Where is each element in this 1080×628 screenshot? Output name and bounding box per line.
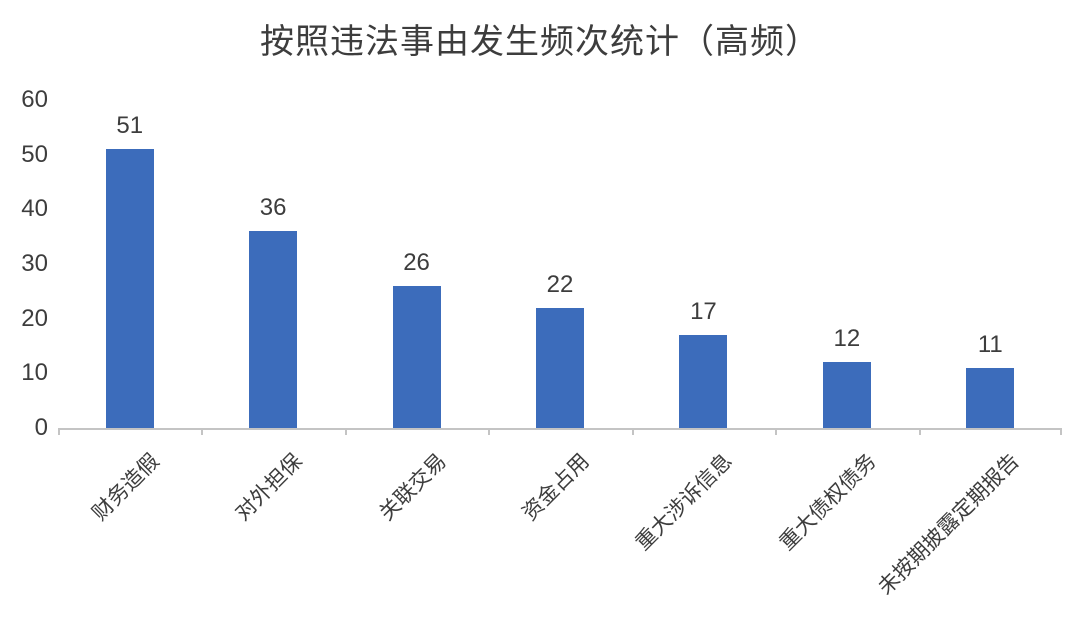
bar-value-label: 11 — [977, 330, 1003, 358]
bar-value-label: 17 — [690, 298, 717, 326]
bar-value-label: 51 — [116, 112, 144, 140]
x-axis-tick — [631, 428, 634, 435]
y-tick-label: 10 — [21, 359, 48, 387]
bar — [105, 149, 154, 428]
bar-value-label: 26 — [403, 248, 430, 276]
bar — [249, 231, 298, 428]
x-axis-tick — [58, 428, 60, 435]
x-category-label: 对外担保 — [231, 449, 307, 526]
y-tick-label: 20 — [21, 304, 48, 332]
x-category-label: 重大涉诉信息 — [631, 449, 738, 555]
x-category-label: 未按期披露定期报告 — [874, 449, 1025, 600]
bar — [966, 367, 1015, 428]
bar — [822, 362, 871, 428]
x-axis-tick — [488, 428, 491, 435]
x-category-label: 财务造假 — [87, 449, 164, 526]
x-category-label: 重大债权债务 — [775, 449, 881, 555]
y-tick-label: 40 — [21, 195, 48, 223]
x-axis-tick — [344, 428, 347, 435]
x-axis-tick — [918, 428, 921, 435]
bar-value-label: 22 — [546, 270, 574, 298]
x-axis-line — [58, 428, 1062, 430]
x-axis-tick — [775, 428, 778, 435]
y-tick-label: 60 — [21, 86, 48, 113]
bar-value-label: 36 — [259, 194, 287, 222]
x-axis-tick — [201, 428, 204, 435]
bar — [392, 285, 441, 428]
y-tick-label: 50 — [21, 140, 48, 168]
bar — [679, 335, 728, 428]
x-category-label: 资金占用 — [518, 449, 594, 526]
bar-value-label: 12 — [833, 325, 861, 353]
bar — [536, 307, 584, 428]
chart-title: 按照违法事由发生频次统计（高频） — [260, 23, 820, 61]
y-tick-label: 30 — [21, 250, 48, 277]
y-tick-label: 0 — [34, 414, 48, 441]
x-category-label: 关联交易 — [374, 449, 451, 526]
x-axis-tick — [1060, 428, 1062, 435]
